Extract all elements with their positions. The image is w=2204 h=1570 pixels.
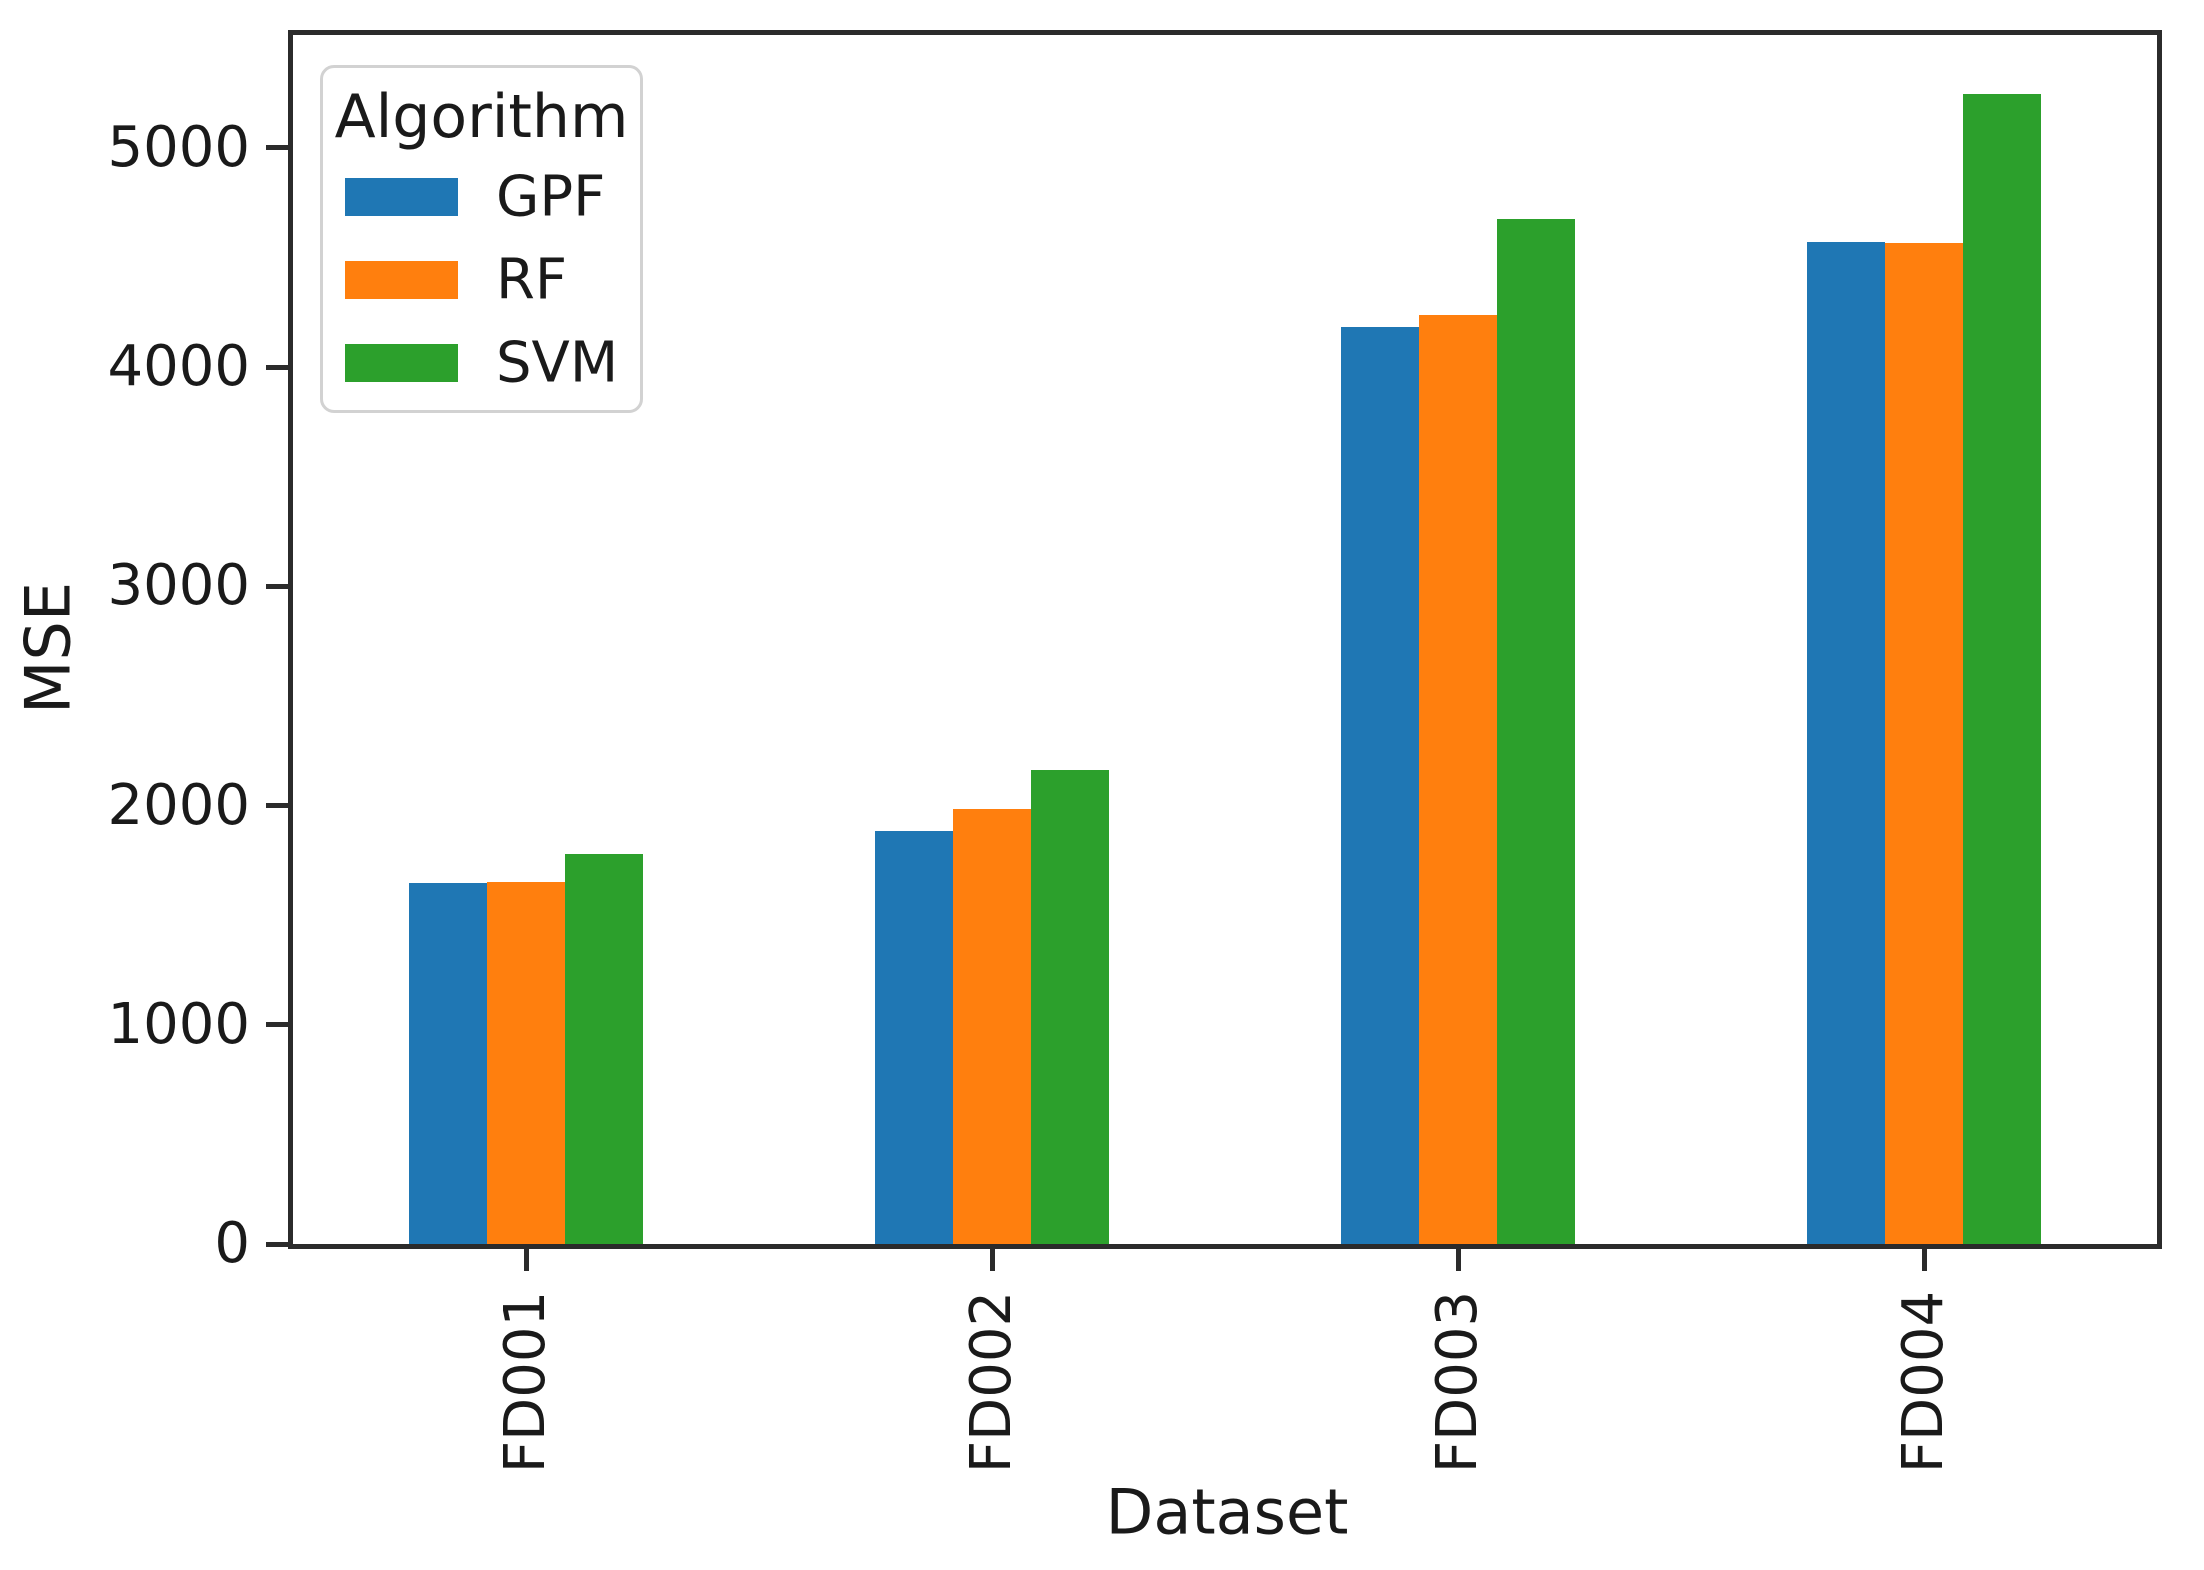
y-tick-label: 2000 <box>107 772 250 838</box>
bar-fd004-svm <box>1963 94 2041 1244</box>
legend-entry-gpf: GPF <box>323 165 640 230</box>
x-tick-mark <box>1455 1249 1461 1271</box>
x-tick-label-fd003: FD003 <box>1425 1290 1490 1474</box>
legend-swatch-icon-rf <box>345 261 458 299</box>
x-tick-label-fd001: FD001 <box>493 1290 558 1474</box>
bar-fd004-gpf <box>1807 242 1885 1244</box>
legend-title: Algorithm <box>334 82 629 152</box>
legend-entry-svm: SVM <box>323 331 640 396</box>
y-tick-label: 3000 <box>107 553 250 619</box>
y-tick-mark <box>266 1241 288 1247</box>
y-tick-mark <box>266 1022 288 1028</box>
x-tick-label-fd002: FD002 <box>959 1290 1024 1474</box>
plot-area <box>288 30 2162 1249</box>
x-tick-mark <box>523 1249 529 1271</box>
bar-fd001-svm <box>565 853 643 1244</box>
bar-fd002-svm <box>1031 770 1109 1244</box>
x-tick-mark <box>989 1249 995 1271</box>
legend-swatch-icon-gpf <box>345 178 458 216</box>
y-tick-label: 5000 <box>107 114 250 180</box>
y-tick-label: 1000 <box>107 991 250 1057</box>
bar-fd003-gpf <box>1341 326 1419 1244</box>
legend-label-rf: RF <box>496 247 568 313</box>
x-axis-label: Dataset <box>1105 1475 1349 1549</box>
legend-label-gpf: GPF <box>496 164 606 230</box>
bar-fd001-gpf <box>409 883 487 1244</box>
y-tick-mark <box>266 145 288 151</box>
legend-swatch-icon-svm <box>345 344 458 382</box>
bar-fd003-svm <box>1497 219 1575 1244</box>
y-tick-mark <box>266 803 288 809</box>
bar-fd004-rf <box>1885 243 1963 1244</box>
legend: Algorithm GPF RF SVM <box>320 65 643 413</box>
bar-fd002-rf <box>953 808 1031 1244</box>
legend-entry-rf: RF <box>323 248 640 313</box>
y-tick-label: 4000 <box>107 334 250 400</box>
y-tick-label: 0 <box>214 1211 250 1276</box>
y-tick-mark <box>266 364 288 370</box>
x-tick-mark <box>1921 1249 1927 1271</box>
bar-fd002-gpf <box>875 830 953 1244</box>
bar-fd001-rf <box>487 882 565 1244</box>
bar-fd003-rf <box>1419 314 1497 1244</box>
x-tick-label-fd004: FD004 <box>1891 1290 1956 1474</box>
y-axis-label: MSE <box>11 581 85 715</box>
legend-label-svm: SVM <box>496 330 619 396</box>
y-tick-mark <box>266 583 288 589</box>
